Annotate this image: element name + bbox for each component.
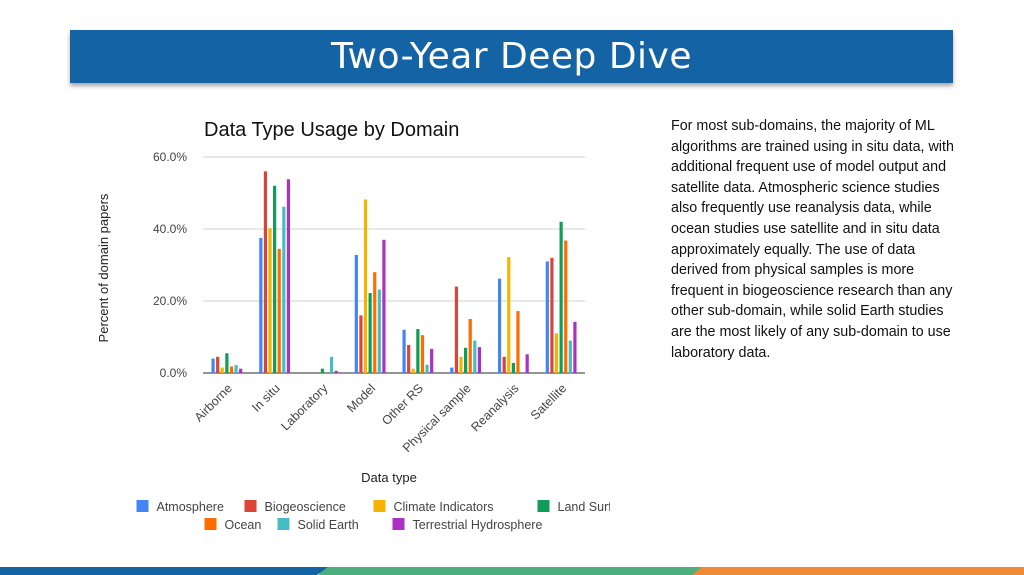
bar bbox=[273, 185, 277, 373]
chart-title: Data Type Usage by Domain bbox=[204, 119, 459, 141]
bar bbox=[329, 356, 334, 373]
bar bbox=[450, 367, 454, 373]
y-tick-label: 0.0% bbox=[160, 366, 188, 380]
bar bbox=[220, 367, 224, 373]
bar bbox=[554, 333, 559, 373]
bar bbox=[263, 171, 268, 373]
legend-swatch bbox=[204, 518, 217, 530]
bar bbox=[420, 335, 425, 373]
bar bbox=[468, 319, 472, 373]
bar bbox=[473, 340, 477, 373]
bar bbox=[211, 358, 215, 373]
bar bbox=[464, 347, 468, 373]
bar bbox=[511, 362, 515, 373]
footer-stripe-blue bbox=[0, 567, 330, 575]
bar bbox=[477, 347, 482, 373]
bar bbox=[402, 329, 406, 373]
x-tick-label: Other RS bbox=[379, 381, 426, 428]
bar bbox=[320, 368, 324, 373]
bar bbox=[359, 315, 363, 373]
body-paragraph: For most sub-domains, the majority of ML… bbox=[671, 118, 954, 361]
legend-label: Terrestrial Hydrosphere bbox=[413, 518, 543, 532]
bar bbox=[334, 370, 338, 373]
y-tick-label: 20.0% bbox=[153, 294, 187, 308]
legend-label: Climate Indicators bbox=[394, 500, 494, 514]
y-tick-label: 60.0% bbox=[153, 150, 187, 164]
bar bbox=[239, 368, 243, 373]
bar bbox=[377, 289, 381, 373]
bar bbox=[282, 206, 286, 373]
footer-stripe-orange bbox=[692, 567, 1024, 575]
bar bbox=[363, 199, 368, 373]
bar bbox=[373, 272, 377, 373]
slide-title: Two-Year Deep Dive bbox=[330, 36, 693, 77]
bar bbox=[516, 311, 520, 373]
bar bbox=[497, 278, 502, 373]
x-axis-label: Data type bbox=[361, 470, 417, 485]
bar bbox=[234, 365, 238, 373]
bar bbox=[568, 340, 572, 373]
bar bbox=[286, 179, 291, 373]
bar bbox=[545, 261, 549, 373]
bar bbox=[354, 254, 358, 373]
bar bbox=[507, 257, 511, 373]
legend-label: Biogeoscience bbox=[265, 500, 346, 514]
bar bbox=[407, 344, 411, 373]
legend-label: Land Surface bbox=[558, 500, 611, 514]
bar bbox=[368, 293, 372, 373]
legend-swatch bbox=[277, 518, 290, 530]
footer-stripe-green bbox=[318, 567, 703, 575]
x-tick-label: Laboratory bbox=[278, 381, 331, 434]
bar bbox=[525, 354, 529, 373]
bar bbox=[225, 353, 229, 373]
bar bbox=[411, 368, 415, 373]
x-tick-label: Model bbox=[344, 381, 378, 415]
x-tick-label: Satellite bbox=[528, 381, 569, 422]
chart-container: Data Type Usage by Domain Percent of dom… bbox=[90, 110, 632, 545]
bars bbox=[211, 171, 577, 373]
y-tick-label: 40.0% bbox=[153, 222, 187, 236]
legend-swatch bbox=[136, 500, 149, 512]
body-text: For most sub-domains, the majority of ML… bbox=[671, 116, 961, 363]
bar bbox=[564, 240, 568, 373]
legend-swatch bbox=[244, 500, 257, 512]
legend: Atmosphere Biogeoscience Climate Indicator… bbox=[136, 500, 632, 532]
legend-label: Solid Earth bbox=[298, 518, 359, 532]
bar bbox=[277, 248, 281, 373]
legend-swatch bbox=[537, 500, 550, 512]
bar bbox=[382, 239, 386, 373]
bar bbox=[259, 238, 263, 373]
bar bbox=[268, 228, 272, 373]
y-tick-labels: 0.0% 20.0% 40.0% 60.0% bbox=[153, 150, 187, 380]
x-tick-label: Airborne bbox=[192, 381, 235, 424]
x-tick-label: Reanalysis bbox=[468, 381, 521, 434]
bar bbox=[216, 356, 220, 373]
title-bar: Two-Year Deep Dive bbox=[70, 30, 953, 83]
bar bbox=[559, 221, 563, 373]
bar bbox=[502, 356, 506, 373]
bar bbox=[573, 321, 577, 373]
legend-swatch bbox=[392, 518, 405, 530]
bar bbox=[430, 348, 434, 373]
legend-label: Atmosphere bbox=[157, 500, 224, 514]
bar bbox=[550, 257, 554, 373]
bar bbox=[416, 329, 420, 373]
legend-label: Ocean bbox=[225, 518, 262, 532]
x-tick-label: In situ bbox=[249, 381, 283, 415]
bar bbox=[425, 364, 429, 373]
bar bbox=[459, 356, 463, 373]
y-axis-label: Percent of domain papers bbox=[96, 193, 111, 342]
bar-chart: Data Type Usage by Domain Percent of dom… bbox=[96, 119, 632, 532]
bar bbox=[454, 286, 459, 373]
bar bbox=[229, 366, 234, 373]
legend-swatch bbox=[373, 500, 386, 512]
